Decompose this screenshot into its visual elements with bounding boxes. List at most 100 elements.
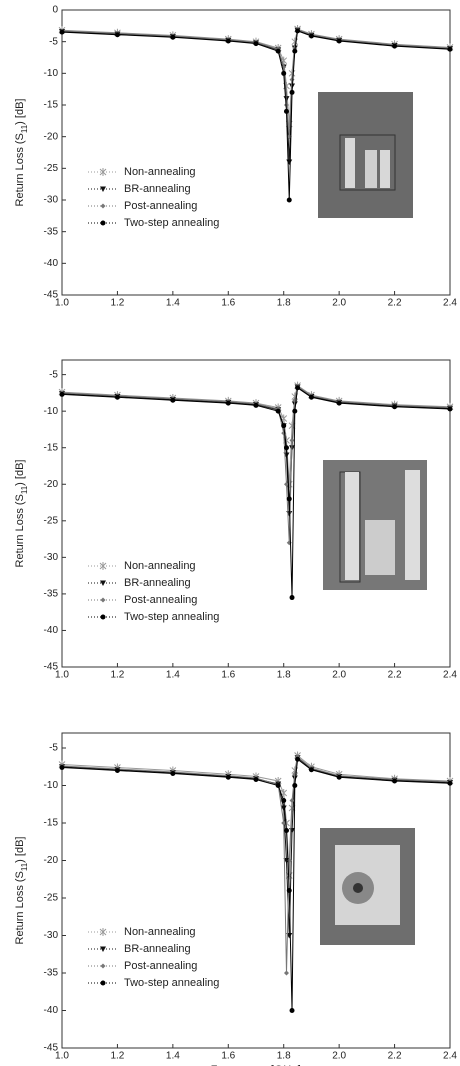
marker bbox=[225, 400, 231, 406]
x-tick-label: 1.8 bbox=[277, 298, 291, 309]
y-tick-label: -25 bbox=[44, 893, 59, 904]
y-axis-label-part: Return Loss (S bbox=[14, 871, 26, 944]
chart-panel: -5 -10 -15 -20 -25 -30 -35 -40 -451.0 1.2 1.4 1.6 1.… bbox=[14, 359, 457, 681]
legend-item: Non-annealing bbox=[88, 166, 196, 178]
x-tick-label: 1.6 bbox=[221, 670, 235, 681]
inset-photo bbox=[320, 828, 415, 945]
series-line bbox=[61, 384, 451, 485]
series-line bbox=[61, 30, 451, 201]
y-tick-label: -35 bbox=[44, 226, 59, 237]
marker bbox=[295, 28, 301, 34]
series-line bbox=[61, 754, 451, 876]
legend-label: BR-annealing bbox=[124, 183, 191, 195]
legend-item: Post-annealing bbox=[88, 594, 197, 606]
legend-item: Two-step annealing bbox=[88, 217, 219, 229]
x-tick-label: 2.2 bbox=[388, 670, 402, 681]
legend-label: Non-annealing bbox=[124, 926, 196, 938]
marker bbox=[99, 928, 107, 936]
marker bbox=[114, 768, 120, 773]
marker bbox=[392, 778, 398, 784]
marker bbox=[392, 404, 398, 410]
x-tick-label: 1.2 bbox=[110, 670, 124, 681]
legend-label: Two-step annealing bbox=[124, 217, 219, 229]
marker bbox=[283, 108, 289, 114]
x-tick-label: 1.4 bbox=[166, 1051, 180, 1062]
marker bbox=[286, 496, 292, 502]
y-axis-label-part: 11 bbox=[20, 124, 29, 133]
marker bbox=[295, 385, 301, 391]
marker bbox=[114, 394, 120, 400]
marker bbox=[289, 77, 295, 83]
y-tick-label: -15 bbox=[44, 818, 59, 829]
legend-label: Post-annealing bbox=[124, 594, 197, 606]
y-tick-label: -45 bbox=[44, 1043, 59, 1054]
marker bbox=[289, 1008, 295, 1013]
marker bbox=[336, 400, 342, 406]
marker bbox=[253, 777, 259, 782]
marker bbox=[283, 445, 289, 451]
series-line bbox=[61, 386, 451, 598]
legend-item: Post-annealing bbox=[88, 960, 197, 972]
marker bbox=[281, 423, 287, 429]
marker bbox=[289, 89, 295, 95]
y-tick-label: -20 bbox=[44, 479, 59, 490]
y-tick-label: -45 bbox=[44, 290, 59, 301]
marker bbox=[292, 408, 298, 414]
y-axis-label: Return Loss (S11) [dB] bbox=[14, 460, 29, 568]
y-tick-label: -5 bbox=[49, 36, 58, 47]
marker bbox=[170, 771, 176, 776]
x-tick-label: 1.4 bbox=[166, 298, 180, 309]
marker bbox=[225, 774, 231, 780]
marker bbox=[275, 783, 281, 788]
y-tick-label: 0 bbox=[52, 5, 58, 16]
inset-photo bbox=[323, 460, 427, 590]
series-line bbox=[61, 756, 451, 974]
plot-frame bbox=[61, 9, 451, 296]
marker bbox=[283, 970, 289, 976]
marker bbox=[292, 783, 298, 788]
marker bbox=[392, 43, 398, 49]
series-line bbox=[61, 758, 451, 1011]
y-axis-label: Return Loss (S11) [dB] bbox=[14, 837, 29, 945]
marker bbox=[59, 391, 65, 397]
marker bbox=[170, 34, 176, 40]
marker bbox=[100, 963, 106, 969]
x-tick-label: 1.8 bbox=[277, 1051, 291, 1062]
marker bbox=[100, 580, 106, 586]
marker bbox=[295, 756, 301, 762]
marker bbox=[100, 220, 106, 226]
legend-label: BR-annealing bbox=[124, 943, 191, 955]
x-tick-label: 1.0 bbox=[55, 298, 69, 309]
marker bbox=[286, 197, 292, 203]
marker bbox=[281, 70, 287, 76]
marker bbox=[253, 41, 259, 47]
legend-item: Non-annealing bbox=[88, 926, 196, 938]
y-axis-label-part: Return Loss (S bbox=[14, 133, 26, 206]
marker bbox=[59, 765, 65, 770]
marker bbox=[289, 595, 295, 601]
marker bbox=[286, 888, 292, 893]
marker bbox=[283, 481, 289, 487]
inset-photo bbox=[318, 92, 413, 218]
chart-panel: 0 -5 -10 -15 -20 -25 -30 -35 -40 -451.0 1.2 1.4 1.6 1… bbox=[14, 5, 457, 309]
y-tick-label: -35 bbox=[44, 968, 59, 979]
legend-item: BR-annealing bbox=[88, 577, 191, 589]
y-tick-label: -25 bbox=[44, 163, 59, 174]
marker bbox=[59, 29, 65, 35]
marker bbox=[100, 980, 106, 986]
y-tick-label: -20 bbox=[44, 855, 59, 866]
x-tick-label: 1.2 bbox=[110, 1051, 124, 1062]
legend-item: Post-annealing bbox=[88, 200, 197, 212]
marker bbox=[281, 820, 287, 826]
y-axis-label-part: Return Loss (S bbox=[14, 494, 26, 567]
marker bbox=[447, 46, 453, 52]
marker bbox=[281, 798, 287, 803]
series-line bbox=[61, 28, 451, 137]
plot-frame bbox=[61, 732, 451, 1049]
legend-label: Post-annealing bbox=[124, 200, 197, 212]
legend-label: Two-step annealing bbox=[124, 611, 219, 623]
legend-label: Two-step annealing bbox=[124, 977, 219, 989]
x-tick-label: 1.6 bbox=[221, 1051, 235, 1062]
marker bbox=[100, 203, 106, 209]
x-tick-label: 2.2 bbox=[388, 298, 402, 309]
